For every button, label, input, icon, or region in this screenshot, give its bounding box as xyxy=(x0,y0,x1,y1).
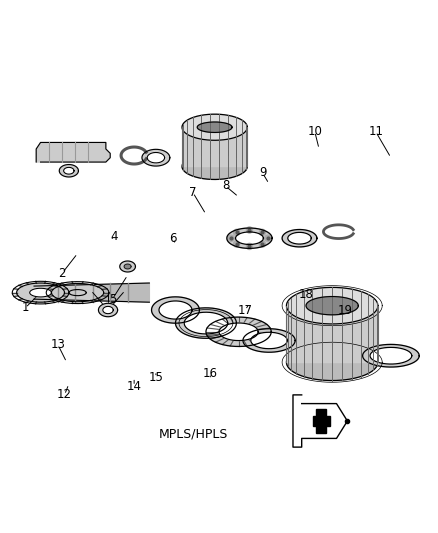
Text: 15: 15 xyxy=(148,371,163,384)
Polygon shape xyxy=(152,297,199,323)
Polygon shape xyxy=(182,154,247,180)
Circle shape xyxy=(259,241,265,247)
Polygon shape xyxy=(124,264,131,269)
Circle shape xyxy=(247,244,253,249)
Polygon shape xyxy=(176,308,237,338)
Text: 5: 5 xyxy=(109,293,116,305)
Polygon shape xyxy=(59,165,78,177)
Circle shape xyxy=(265,235,271,241)
Text: 4: 4 xyxy=(111,230,118,243)
Polygon shape xyxy=(227,228,272,248)
Circle shape xyxy=(247,227,253,233)
Text: 11: 11 xyxy=(368,125,383,138)
Polygon shape xyxy=(159,301,192,319)
Polygon shape xyxy=(197,122,232,133)
Text: 18: 18 xyxy=(299,288,314,301)
Polygon shape xyxy=(103,306,113,314)
Polygon shape xyxy=(120,261,135,272)
Polygon shape xyxy=(99,303,117,317)
Circle shape xyxy=(259,229,265,236)
Circle shape xyxy=(228,235,234,241)
Polygon shape xyxy=(370,348,412,364)
Polygon shape xyxy=(184,312,228,334)
Text: 1: 1 xyxy=(21,301,29,314)
Polygon shape xyxy=(34,283,149,302)
Text: 13: 13 xyxy=(50,338,65,351)
Polygon shape xyxy=(251,332,287,349)
Polygon shape xyxy=(51,284,104,302)
Text: 17: 17 xyxy=(237,303,253,317)
Polygon shape xyxy=(182,114,247,140)
Polygon shape xyxy=(286,305,378,362)
Polygon shape xyxy=(282,230,317,247)
Circle shape xyxy=(233,229,240,236)
Polygon shape xyxy=(306,296,358,315)
Polygon shape xyxy=(286,344,378,381)
Polygon shape xyxy=(288,232,311,244)
Polygon shape xyxy=(147,152,165,163)
Polygon shape xyxy=(293,395,347,447)
Text: 2: 2 xyxy=(59,266,66,279)
Polygon shape xyxy=(236,232,263,245)
Text: 9: 9 xyxy=(259,166,266,180)
Polygon shape xyxy=(313,416,330,426)
Polygon shape xyxy=(30,288,51,297)
Text: 7: 7 xyxy=(189,186,197,199)
Text: 6: 6 xyxy=(170,232,177,245)
Text: 8: 8 xyxy=(222,180,229,192)
Polygon shape xyxy=(286,287,378,324)
Text: 16: 16 xyxy=(203,367,218,379)
Polygon shape xyxy=(316,409,326,433)
Polygon shape xyxy=(36,142,110,162)
Text: 10: 10 xyxy=(307,125,322,138)
Circle shape xyxy=(233,241,240,247)
Text: 19: 19 xyxy=(338,303,353,317)
Polygon shape xyxy=(243,329,295,352)
Polygon shape xyxy=(142,149,170,166)
Polygon shape xyxy=(219,323,258,341)
Polygon shape xyxy=(17,283,64,302)
Text: MPLS/HPLS: MPLS/HPLS xyxy=(158,427,228,441)
Polygon shape xyxy=(182,127,247,166)
Text: 14: 14 xyxy=(127,379,141,393)
Text: 12: 12 xyxy=(57,389,72,401)
Polygon shape xyxy=(206,317,271,346)
Polygon shape xyxy=(363,344,419,367)
Polygon shape xyxy=(64,167,74,174)
